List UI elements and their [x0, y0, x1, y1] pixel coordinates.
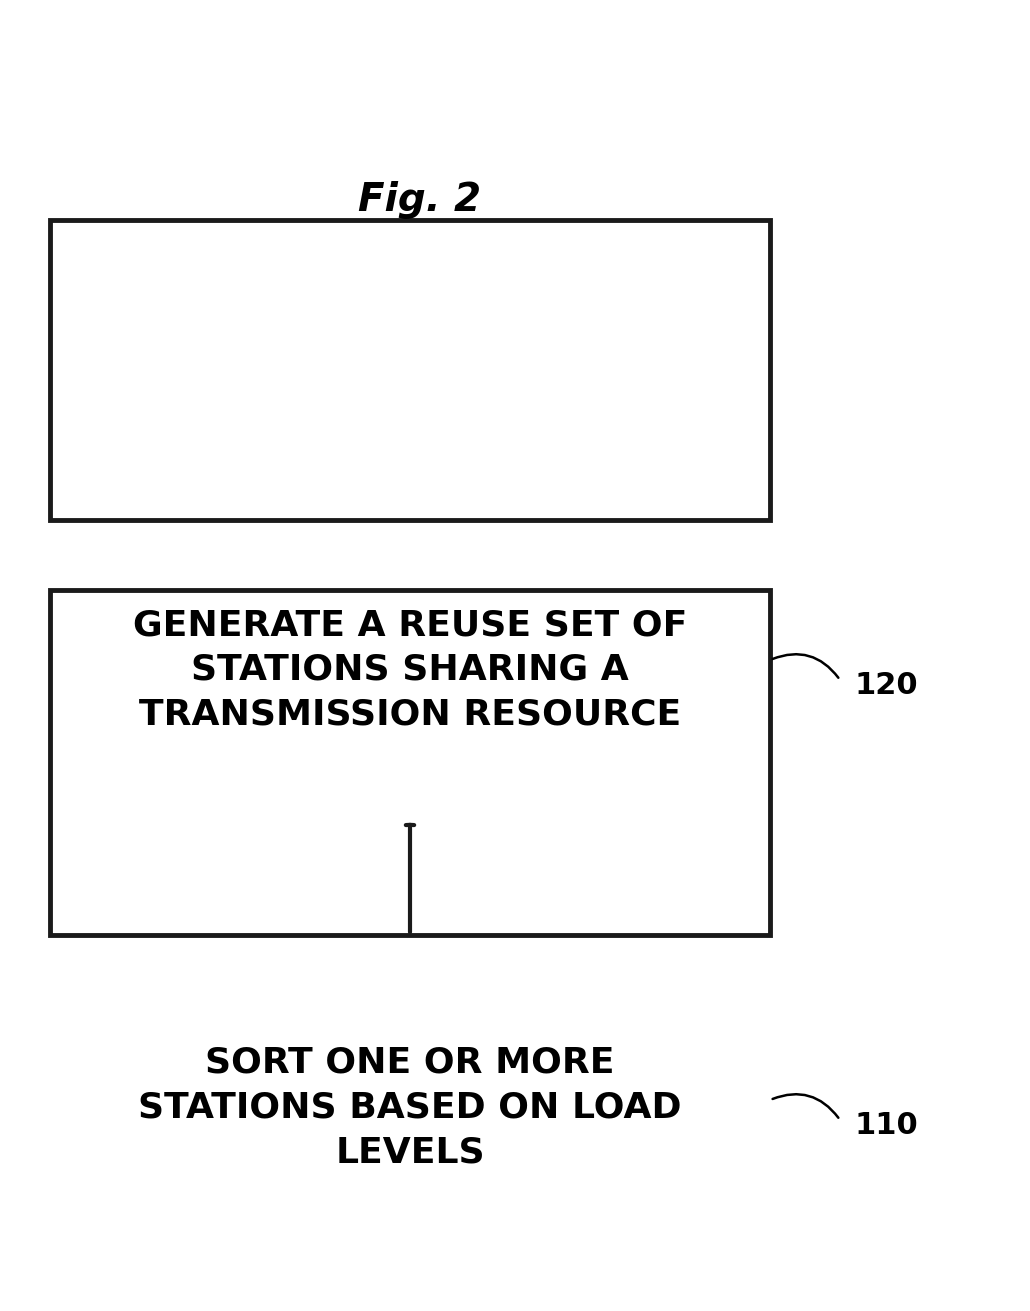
Text: GENERATE A REUSE SET OF
STATIONS SHARING A
TRANSMISSION RESOURCE: GENERATE A REUSE SET OF STATIONS SHARING… — [133, 608, 687, 732]
Text: SORT ONE OR MORE
STATIONS BASED ON LOAD
LEVELS: SORT ONE OR MORE STATIONS BASED ON LOAD … — [138, 1046, 682, 1169]
FancyBboxPatch shape — [50, 220, 770, 520]
FancyBboxPatch shape — [50, 590, 770, 935]
Text: 110: 110 — [855, 1110, 919, 1139]
Text: Fig. 2: Fig. 2 — [358, 181, 481, 219]
Text: 120: 120 — [855, 670, 919, 700]
